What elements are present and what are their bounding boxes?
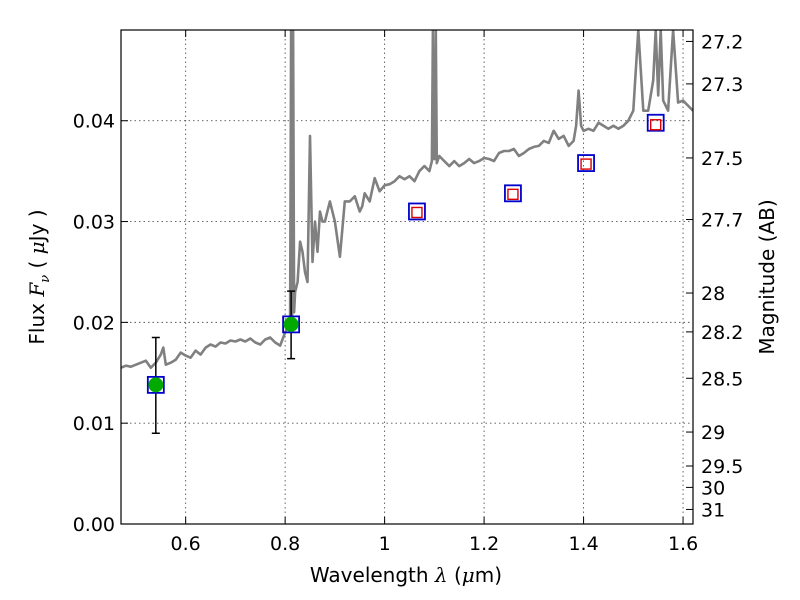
predicted-photometry-box (649, 119, 662, 131)
y-tick-label: 0.02 (73, 312, 115, 334)
x-axis-label: Wavelength λ (μm) (310, 563, 502, 587)
spectrum-line (121, 30, 693, 370)
y-tick-label: 0.01 (73, 413, 115, 435)
observed-photometry-point (148, 377, 164, 393)
x-tick-label: 1.4 (568, 533, 598, 555)
x-tick-label: 1.6 (668, 533, 698, 555)
predicted-photometry-box (580, 158, 592, 170)
y-axis-label: Flux Fν ( μJy ) (25, 209, 53, 344)
y-tick-label: 0.00 (73, 514, 115, 536)
y2-tick-label: 28.2 (701, 322, 743, 344)
plot-area (121, 30, 693, 435)
model-photometry-box (646, 113, 665, 132)
model-photometry-box (146, 375, 165, 394)
axis-ticks: 0.6 0.8 1 1.2 1.4 1.6 0.00 0.01 0.02 0.03 0.04 27.2… (73, 30, 743, 555)
grid (121, 30, 693, 525)
x-tick-label: 0.6 (171, 533, 201, 555)
y-tick-label: 0.03 (73, 212, 115, 234)
predicted-photometry-box (507, 188, 519, 201)
model-photometry-box (408, 202, 426, 221)
y2-tick-label: 27.5 (701, 148, 743, 170)
y2-tick-label: 27.7 (701, 210, 743, 232)
y2-tick-label: 30 (701, 477, 725, 499)
y2-tick-label: 29.5 (701, 456, 743, 478)
y-tick-label: 0.04 (73, 111, 115, 133)
model-photometry-box (577, 154, 595, 172)
predicted-photometry-box (411, 206, 423, 219)
y2-tick-label: 29 (701, 422, 725, 444)
y2-tick-label: 28.5 (701, 368, 743, 390)
y2-tick-label: 27.3 (701, 74, 743, 96)
y2-axis-label: Magnitude (AB) (755, 199, 779, 354)
y2-tick-label: 28 (701, 283, 725, 305)
y2-tick-label: 31 (701, 499, 725, 521)
observed-photometry-point (283, 316, 299, 332)
x-tick-label: 1 (379, 533, 391, 555)
x-tick-label: 1.2 (469, 533, 499, 555)
plot-frame (120, 29, 694, 525)
x-tick-label: 0.8 (270, 533, 300, 555)
y2-tick-label: 27.2 (701, 31, 743, 53)
model-photometry-box (504, 184, 522, 203)
model-photometry-box (282, 315, 301, 334)
